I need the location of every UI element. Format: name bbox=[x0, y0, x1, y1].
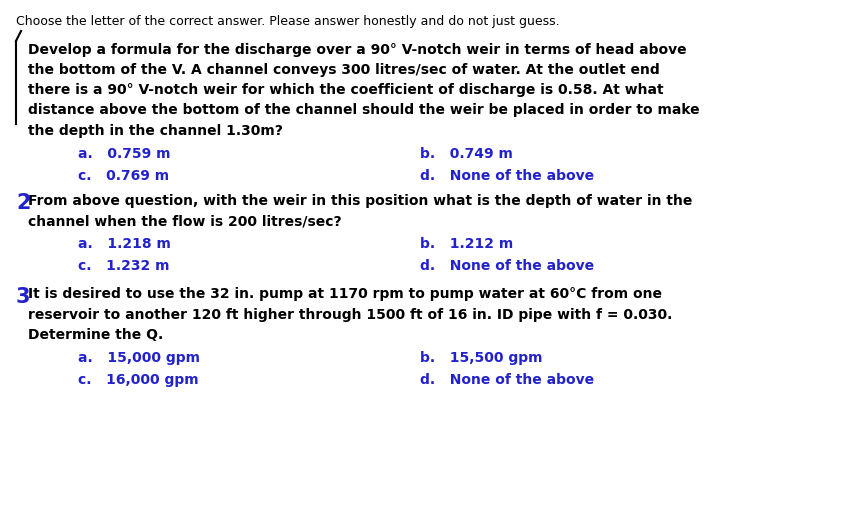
Text: c.   16,000 gpm: c. 16,000 gpm bbox=[78, 373, 199, 387]
Text: c.   0.769 m: c. 0.769 m bbox=[78, 169, 169, 183]
Text: channel when the flow is 200 litres/sec?: channel when the flow is 200 litres/sec? bbox=[28, 214, 342, 228]
Text: a.   0.759 m: a. 0.759 m bbox=[78, 147, 171, 161]
Text: Develop a formula for the discharge over a 90° V-notch weir in terms of head abo: Develop a formula for the discharge over… bbox=[28, 43, 686, 57]
Text: 2: 2 bbox=[16, 194, 31, 213]
Text: Determine the Q.: Determine the Q. bbox=[28, 328, 163, 341]
Text: there is a 90° V-notch weir for which the coefficient of discharge is 0.58. At w: there is a 90° V-notch weir for which th… bbox=[28, 83, 663, 97]
Text: c.   1.232 m: c. 1.232 m bbox=[78, 260, 170, 273]
Text: It is desired to use the 32 in. pump at 1170 rpm to pump water at 60°C from one: It is desired to use the 32 in. pump at … bbox=[28, 287, 662, 301]
Text: the depth in the channel 1.30m?: the depth in the channel 1.30m? bbox=[28, 124, 283, 138]
Text: reservoir to another 120 ft higher through 1500 ft of 16 in. ID pipe with f = 0.: reservoir to another 120 ft higher throu… bbox=[28, 307, 673, 321]
Text: a.   1.218 m: a. 1.218 m bbox=[78, 237, 171, 251]
Text: 3: 3 bbox=[16, 287, 31, 307]
Text: a.   15,000 gpm: a. 15,000 gpm bbox=[78, 351, 200, 365]
Text: d.   None of the above: d. None of the above bbox=[420, 260, 594, 273]
Text: d.   None of the above: d. None of the above bbox=[420, 373, 594, 387]
Text: Choose the letter of the correct answer. Please answer honestly and do not just : Choose the letter of the correct answer.… bbox=[16, 15, 560, 28]
Text: the bottom of the V. A channel conveys 300 litres/sec of water. At the outlet en: the bottom of the V. A channel conveys 3… bbox=[28, 63, 660, 77]
Text: b.   0.749 m: b. 0.749 m bbox=[420, 147, 512, 161]
Text: b.   15,500 gpm: b. 15,500 gpm bbox=[420, 351, 542, 365]
Text: d.   None of the above: d. None of the above bbox=[420, 169, 594, 183]
Text: b.   1.212 m: b. 1.212 m bbox=[420, 237, 513, 251]
Text: distance above the bottom of the channel should the weir be placed in order to m: distance above the bottom of the channel… bbox=[28, 104, 699, 117]
Text: From above question, with the weir in this position what is the depth of water i: From above question, with the weir in th… bbox=[28, 194, 692, 208]
